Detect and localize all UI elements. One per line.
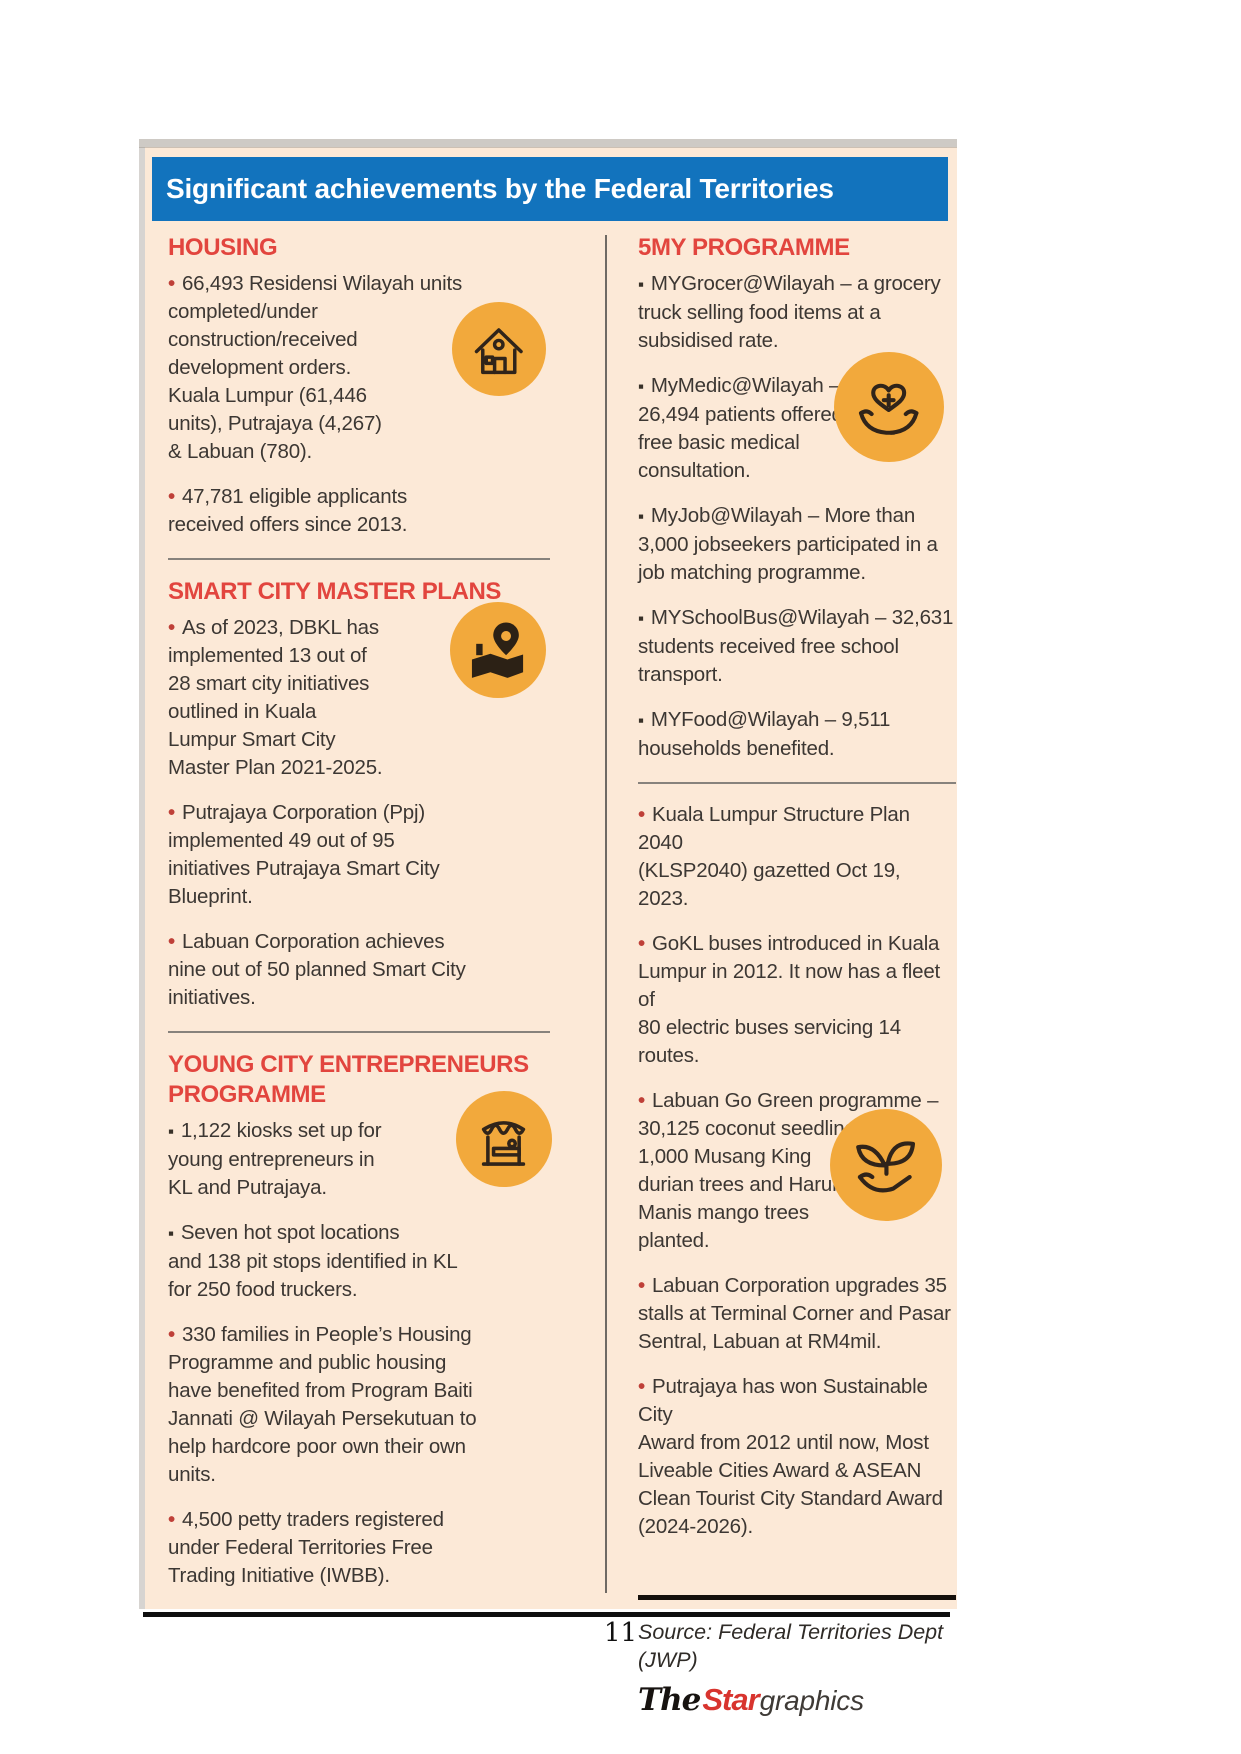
smart-city-map-icon xyxy=(450,602,546,698)
bullet-marker: ▪ xyxy=(638,609,644,628)
bullet-text: 66,493 Residensi Wilayah units completed… xyxy=(168,272,463,463)
bullet-item: ▪ MYGrocer@Wilayah – a grocery truck sell… xyxy=(638,270,956,355)
bullet-item: • Kuala Lumpur Structure Plan 2040 (KLSP2… xyxy=(638,801,956,913)
right-column: 5MY PROGRAMME ▪ MYGrocer@Wilayah – a groc… xyxy=(638,233,956,1718)
bullet-text: Seven hot spot locations and 138 pit sto… xyxy=(168,1221,458,1301)
bullet-text: 330 families in People’s Housing Program… xyxy=(168,1323,477,1486)
bullet-item: • 47,781 eligible applicants received off… xyxy=(168,483,550,539)
bullet-text: Labuan Corporation achieves nine out of … xyxy=(168,930,466,1009)
bullet-marker: • xyxy=(638,1375,645,1398)
bullet-text: Labuan Corporation upgrades 35 stalls at… xyxy=(638,1274,951,1353)
bullet-marker: • xyxy=(168,616,175,639)
bullet-marker: ▪ xyxy=(168,1224,174,1243)
kiosk-icon xyxy=(456,1091,552,1187)
bullet-marker: • xyxy=(638,1089,645,1112)
bullet-text: 4,500 petty traders registered under Fed… xyxy=(168,1508,444,1587)
bullet-text: MYFood@Wilayah – 9,511 households benefi… xyxy=(638,708,891,760)
section-heading-smart-city: SMART CITY MASTER PLANS xyxy=(168,578,502,605)
title-bar: Significant achievements by the Federal … xyxy=(152,157,948,221)
bullet-item: • Labuan Corporation achieves nine out of… xyxy=(168,928,550,1012)
bullet-marker: ▪ xyxy=(638,507,644,526)
bullet-marker: • xyxy=(168,801,175,824)
bullet-marker: • xyxy=(168,272,175,295)
source-divider xyxy=(638,1595,956,1600)
left-column: HOUSING • 66,493 Residensi Wilayah units … xyxy=(168,233,552,1607)
bullet-text: MyJob@Wilayah – More than 3,000 jobseeke… xyxy=(638,504,938,584)
bullet-marker: ▪ xyxy=(638,275,644,294)
logo-the: The xyxy=(638,1682,701,1718)
logo-graphics: graphics xyxy=(759,1685,864,1716)
bullet-marker: • xyxy=(168,1323,175,1346)
bullet-marker: • xyxy=(168,1508,175,1531)
bullet-text: Putrajaya has won Sustainable City Award… xyxy=(638,1375,943,1538)
bullet-item: • 66,493 Residensi Wilayah units complete… xyxy=(168,270,550,466)
bullet-marker: ▪ xyxy=(168,1122,174,1141)
bullet-item: ▪ Seven hot spot locations and 138 pit st… xyxy=(168,1219,550,1304)
bullet-item: ▪ MyJob@Wilayah – More than 3,000 jobseek… xyxy=(638,502,956,587)
bullet-item: ▪ 1,122 kiosks set up for young entrepren… xyxy=(168,1091,552,1202)
bullet-item: ▪ MYFood@Wilayah – 9,511 households benef… xyxy=(638,706,956,763)
page-number: 11 xyxy=(603,1618,638,1648)
bullet-item: • 4,500 petty traders registered under Fe… xyxy=(168,1506,550,1590)
section-heading-entrepreneurs: YOUNG CITY ENTREPRENEURS PROGRAMME xyxy=(168,1051,529,1108)
source-text: Source: Federal Territories Dept (JWP) xyxy=(638,1620,944,1672)
bullet-text: Putrajaya Corporation (Ppj) implemented … xyxy=(168,801,440,908)
seedling-hand-icon xyxy=(830,1109,942,1221)
medical-hands-icon xyxy=(834,352,944,462)
bullet-item: ▪ MyMedic@Wilayah – 26,494 patients offer… xyxy=(638,352,956,485)
bullet-marker: ▪ xyxy=(638,711,644,730)
section-divider xyxy=(168,1031,550,1033)
bullet-marker: ▪ xyxy=(638,377,644,396)
section-divider xyxy=(638,782,956,784)
infographic-panel: Significant achievements by the Federal … xyxy=(139,139,957,1716)
bullet-item: • As of 2023, DBKL has implemented 13 out… xyxy=(168,602,550,782)
bullet-text: Kuala Lumpur Structure Plan 2040 (KLSP20… xyxy=(638,803,910,910)
bullet-marker: • xyxy=(168,485,175,508)
bullet-text: 47,781 eligible applicants received offe… xyxy=(168,485,408,536)
logo-star: Star xyxy=(702,1682,759,1717)
bullet-text: MyMedic@Wilayah – 26,494 patients offere… xyxy=(638,374,843,482)
bullet-marker: • xyxy=(168,930,175,953)
bullet-marker: • xyxy=(638,932,645,955)
bullet-marker: • xyxy=(638,803,645,826)
bullet-item: • Putrajaya Corporation (Ppj) implemented… xyxy=(168,799,550,911)
bullet-item: • Labuan Corporation upgrades 35 stalls a… xyxy=(638,1272,956,1356)
footer-rule xyxy=(143,1612,950,1617)
house-icon xyxy=(452,302,546,396)
star-graphics-logo: TheStargraphics xyxy=(638,1684,956,1718)
bullet-text: MYGrocer@Wilayah – a grocery truck selli… xyxy=(638,272,941,352)
bullet-text: As of 2023, DBKL has implemented 13 out … xyxy=(168,616,383,779)
bullet-item: • GoKL buses introduced in Kuala Lumpur i… xyxy=(638,930,956,1070)
bullet-item: • 330 families in People’s Housing Progra… xyxy=(168,1321,550,1489)
page-title: Significant achievements by the Federal … xyxy=(166,173,834,204)
section-heading-housing: HOUSING xyxy=(168,234,278,261)
bullet-text: GoKL buses introduced in Kuala Lumpur in… xyxy=(638,932,941,1067)
bullet-text: 1,122 kiosks set up for young entreprene… xyxy=(168,1119,382,1199)
bullet-item: • Putrajaya has won Sustainable City Awar… xyxy=(638,1373,956,1541)
bullet-item: • Labuan Go Green programme – 30,125 coco… xyxy=(638,1087,956,1255)
section-heading-5my: 5MY PROGRAMME xyxy=(638,234,850,261)
column-divider xyxy=(605,235,607,1593)
section-divider xyxy=(168,558,550,560)
bullet-marker: • xyxy=(638,1274,645,1297)
bullet-text: MYSchoolBus@Wilayah – 32,631 students re… xyxy=(638,606,954,686)
bullet-item: ▪ MYSchoolBus@Wilayah – 32,631 students r… xyxy=(638,604,956,689)
